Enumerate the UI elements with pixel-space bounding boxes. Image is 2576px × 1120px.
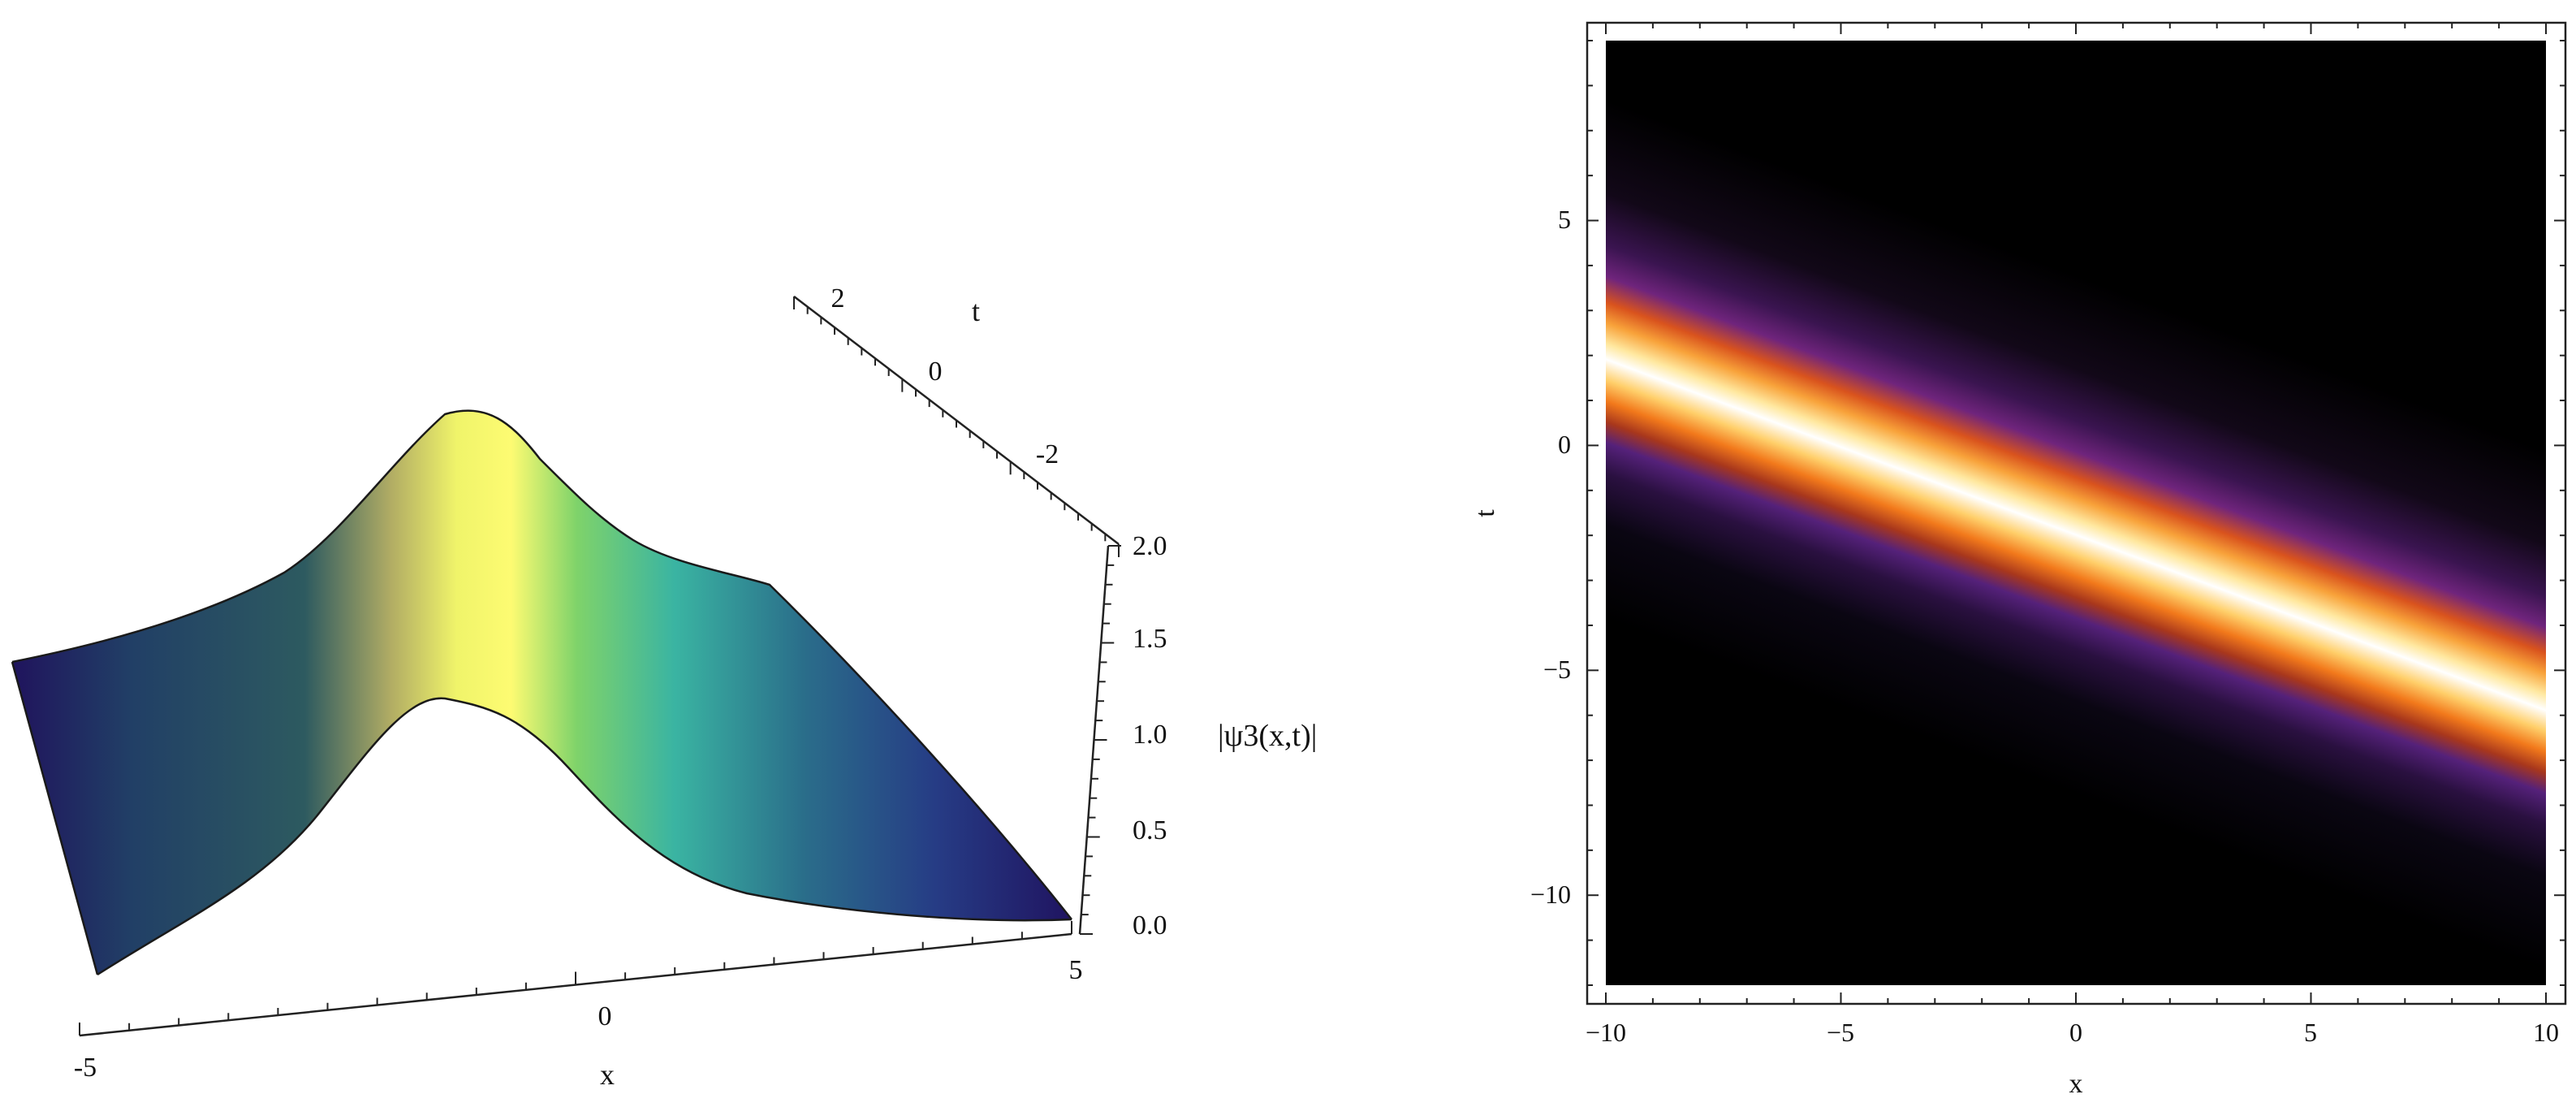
- surface-left-edge: [11, 661, 99, 975]
- surface-3d-plot: -5 0 5 x 2 0 -2 t 0.0 0.5 1.0 1.5 2.0 |ψ…: [11, 283, 1317, 1091]
- x-tick-label-neg5: -5: [74, 1053, 97, 1083]
- heat-x-tick-neg10: −10: [1586, 1018, 1626, 1047]
- heat-y-tick-neg10: −10: [1530, 880, 1571, 909]
- z-tick-label-2.0: 2.0: [1133, 531, 1167, 561]
- surface-body: [12, 410, 1072, 975]
- heat-y-tick-neg5: −5: [1543, 655, 1571, 684]
- z-tick-label-0.5: 0.5: [1133, 815, 1167, 845]
- surface-top-edge: [11, 409, 1072, 920]
- z-axis-ticks: [1080, 545, 1121, 935]
- t-axis-label: t: [972, 295, 980, 327]
- t-axis-ticks: [793, 296, 1120, 557]
- heat-x-tick-0: 0: [2069, 1018, 2082, 1047]
- z-tick-label-0.0: 0.0: [1133, 910, 1167, 941]
- heat-x-tick-10: 10: [2533, 1018, 2559, 1047]
- x-axis-ticks: [79, 921, 1072, 1036]
- x-tick-label-5: 5: [1069, 955, 1083, 985]
- heat-x-tick-neg5: −5: [1827, 1018, 1854, 1047]
- surface-bottom-edge: [97, 697, 1072, 976]
- x-axis-label: x: [600, 1058, 615, 1091]
- heat-y-axis-label: t: [1470, 509, 1500, 517]
- heat-x-axis-label: x: [2069, 1069, 2083, 1099]
- heat-y-tick-5: 5: [1558, 205, 1571, 234]
- t-tick-label-2: 2: [831, 283, 845, 314]
- density-heatmap-plot: −10 −5 0 5 10 x −10 −5 0 5 t: [1470, 21, 2567, 1099]
- heatmap-x-ticks: [1605, 23, 2547, 1004]
- x-tick-label-0: 0: [598, 1001, 612, 1031]
- heat-x-tick-5: 5: [2304, 1018, 2317, 1047]
- t-tick-label-0: 0: [929, 357, 943, 387]
- heatmap-y-ticks: [1587, 40, 2565, 986]
- t-tick-label-neg2: -2: [1036, 439, 1059, 469]
- heat-y-tick-0: 0: [1558, 430, 1571, 459]
- heatmap-ridge-band: [1606, 41, 2546, 985]
- z-tick-label-1.5: 1.5: [1133, 624, 1167, 654]
- z-tick-label-1.0: 1.0: [1133, 720, 1167, 750]
- z-axis-label: |ψ3(x,t)|: [1218, 719, 1317, 753]
